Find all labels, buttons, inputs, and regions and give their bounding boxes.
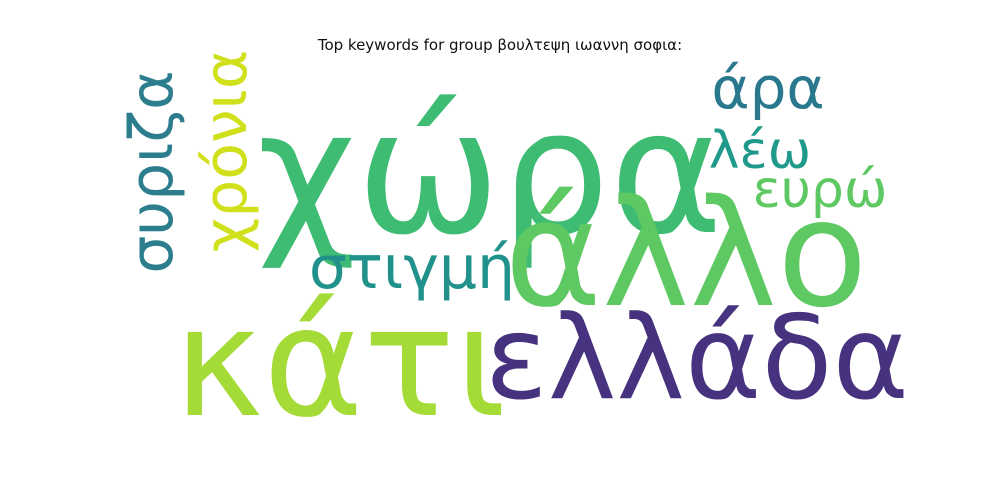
word-allo: άλλο: [504, 168, 867, 340]
word-ellada: ελλάδα: [485, 291, 909, 426]
figure-title: Top keywords for group βουλτεψη ιωαννη σ…: [317, 36, 683, 54]
word-leo: λέω: [709, 121, 811, 181]
word-ara: άρα: [711, 54, 824, 122]
word-chronia: χρόνια: [191, 50, 261, 253]
word-chora: χώρα: [257, 72, 723, 273]
word-evro: ευρώ: [753, 160, 888, 220]
word-kati: κάτι: [174, 274, 507, 451]
word-stigmi: στιγμή: [309, 233, 515, 303]
word-syriza: συριζα: [117, 70, 187, 273]
